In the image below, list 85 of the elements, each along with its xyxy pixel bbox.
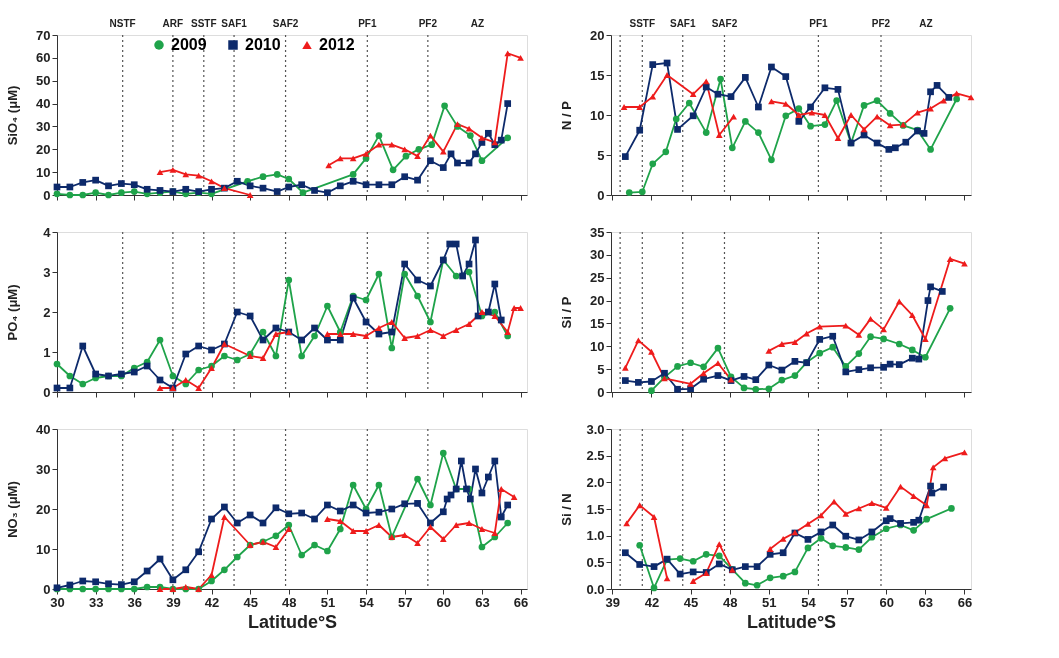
y-tick-label: 0: [43, 581, 51, 597]
y-tick-label: 30: [590, 247, 605, 263]
ref-line-label: PF1: [358, 18, 377, 29]
y-tick-label: 3: [43, 264, 51, 280]
legend-label: 2010: [245, 36, 281, 53]
y-tick-label: 50: [36, 73, 51, 89]
ref-line-label: ARF: [162, 18, 184, 29]
x-tick-label: 45: [683, 594, 699, 610]
legend-label: 2012: [319, 36, 355, 53]
y-tick-label: 0: [43, 187, 51, 203]
x-tick-label: 42: [644, 594, 660, 610]
x-tick-label: 51: [320, 594, 336, 610]
y-tick-label: 3.0: [586, 421, 605, 437]
ref-line-label: SAF1: [221, 18, 248, 29]
ref-line-label: SAF1: [669, 18, 696, 29]
x-tick-label: 60: [879, 594, 894, 610]
y-tick-label: 2: [43, 304, 51, 320]
x-tick-label: 39: [605, 594, 621, 610]
x-tick-label: 54: [801, 594, 817, 610]
x-tick-label: 45: [243, 594, 258, 610]
y-tick-label: 15: [590, 315, 605, 331]
y-tick-label: 25: [590, 270, 605, 286]
y-tick-label: 0: [597, 384, 605, 400]
text: AZ: [470, 18, 485, 29]
y-tick-label: 0: [597, 187, 605, 203]
y-tick-label: 1: [43, 344, 51, 360]
ref-line-label: PF2: [871, 18, 891, 29]
x-tick-label: 51: [762, 594, 777, 610]
x-tick-label: 63: [918, 594, 934, 610]
y-tick-label: 0.0: [586, 581, 605, 597]
y-tick-label: 60: [36, 50, 51, 66]
x-tick-label: 57: [397, 594, 413, 610]
y-tick-label: 4: [43, 224, 52, 240]
y-tick-label: 40: [36, 96, 51, 112]
y-tick-label: 0: [43, 384, 51, 400]
y-tick-label: 20: [590, 293, 605, 309]
y-tick-label: 0.5: [586, 554, 605, 570]
y-axis-title: N / P: [558, 100, 574, 130]
x-axis-title: Latitude°S: [746, 611, 837, 632]
x-tick-label: 57: [840, 594, 855, 610]
x-tick-label: 48: [282, 594, 297, 610]
ref-line-label: NSTF: [109, 18, 136, 29]
y-tick-label: 15: [590, 67, 605, 83]
ref-line-label: SAF2: [272, 18, 299, 29]
y-axis-title: NO₃ (μM): [4, 481, 20, 538]
ref-line-label: PF2: [418, 18, 438, 29]
y-tick-label: 1.5: [586, 501, 605, 517]
x-tick-label: 66: [513, 594, 529, 610]
x-tick-label: 54: [359, 594, 375, 610]
y-axis-title: Si / N: [558, 493, 574, 526]
y-tick-label: 10: [590, 338, 605, 354]
x-axis-title: Latitude°S: [247, 611, 338, 632]
y-tick-label: 5: [597, 361, 605, 377]
y-tick-label: 20: [590, 27, 605, 43]
y-tick-label: 70: [36, 27, 51, 43]
y-tick-label: 2.0: [586, 474, 605, 490]
x-tick-label: 48: [722, 594, 738, 610]
y-tick-label: 5: [597, 147, 605, 163]
x-tick-label: 66: [957, 594, 973, 610]
x-tick-label: 42: [204, 594, 220, 610]
ref-line-label: SSTF: [191, 18, 217, 29]
x-tick-label: 33: [88, 594, 104, 610]
y-tick-label: 30: [36, 461, 51, 477]
y-tick-label: 40: [36, 421, 51, 437]
y-axis-title: Si / P: [558, 296, 574, 329]
y-axis-title: SiO₄ (μM): [4, 85, 20, 146]
x-tick-label: 36: [127, 594, 142, 610]
y-tick-label: 35: [590, 224, 605, 240]
y-tick-label: 10: [36, 164, 51, 180]
ref-line-label: SSTF: [629, 18, 656, 29]
x-tick-label: 39: [166, 594, 181, 610]
y-tick-label: 10: [590, 107, 605, 123]
y-tick-label: 30: [36, 118, 51, 134]
legend-label: 2009: [171, 36, 207, 53]
y-tick-label: 20: [36, 501, 51, 517]
x-tick-label: 63: [475, 594, 490, 610]
ref-line-label: PF1: [809, 18, 828, 29]
y-tick-label: 2.5: [586, 448, 605, 464]
y-tick-label: 1.0: [586, 528, 605, 544]
y-tick-label: 10: [36, 541, 51, 557]
y-tick-label: 20: [36, 141, 51, 157]
x-tick-label: 60: [436, 594, 452, 610]
ref-line-label: SAF2: [711, 18, 738, 29]
text: AZ: [919, 18, 933, 29]
y-axis-title: PO₄ (μM): [4, 284, 20, 341]
